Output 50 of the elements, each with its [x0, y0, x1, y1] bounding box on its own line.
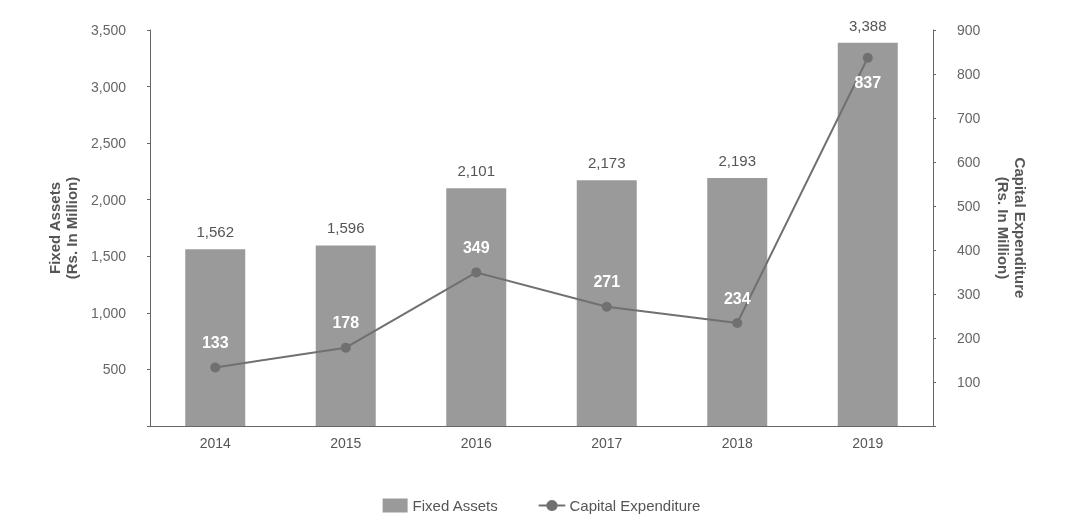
data-label: 2,173: [587, 154, 626, 172]
point: [862, 52, 873, 63]
bar: [185, 249, 246, 426]
y2-tick-label: 800: [957, 66, 981, 82]
y2-tick-label: 900: [957, 22, 981, 38]
bar: [576, 180, 637, 426]
data-label: 133: [201, 333, 229, 351]
data-label: 349: [462, 238, 490, 256]
legend-label: Capital Expenditure: [569, 497, 701, 514]
y-tick-label: 2,000: [90, 191, 127, 208]
y2-axis-title: Capital Expenditure (Rs. In Million): [995, 157, 1029, 299]
x-tick-label: 2017: [591, 435, 623, 451]
data-label: 2,101: [457, 162, 496, 180]
x-tick-label: 2019: [852, 435, 884, 451]
bar: [446, 188, 507, 426]
data-label: 178: [332, 314, 360, 332]
y-tick-label: 2,500: [90, 135, 127, 152]
data-label: 2,193: [718, 151, 757, 169]
y-tick-label: 3,500: [90, 22, 127, 38]
data-label: 1,562: [196, 223, 235, 241]
data-label: 1,596: [326, 219, 365, 237]
y2-tick-label: 600: [957, 154, 981, 170]
x-tick-label: 2018: [721, 435, 754, 451]
y2-tick-label: 100: [957, 374, 981, 390]
data-label: 837: [854, 74, 882, 92]
y-axis-title: Fixed Assets (Rs. In Million): [46, 176, 81, 280]
point: [340, 342, 351, 353]
y-tick-label: 1,500: [90, 248, 127, 265]
x-tick-label: 2016: [460, 435, 493, 451]
bar: [837, 42, 898, 426]
y2-tick-label: 300: [957, 286, 981, 302]
bar: [315, 245, 376, 426]
y2-tick-label: 500: [957, 198, 981, 214]
x-tick-label: 2014: [199, 435, 232, 451]
y2-tick-label: 400: [957, 242, 981, 258]
y2-tick-label: 200: [957, 330, 981, 346]
point: [732, 318, 743, 329]
y-tick-label: 1,000: [90, 304, 127, 321]
y-tick-label: 3,000: [90, 78, 127, 95]
bar: [707, 177, 768, 426]
data-label: 234: [723, 289, 751, 307]
legend-label: Fixed Assets: [412, 497, 498, 514]
point: [471, 267, 482, 278]
point: [210, 362, 221, 373]
y2-tick-label: 700: [957, 110, 981, 126]
data-label: 271: [593, 273, 621, 291]
point: [601, 301, 612, 312]
y-tick-label: 500: [102, 361, 127, 378]
data-label: 3,388: [848, 16, 887, 34]
x-tick-label: 2015: [330, 435, 362, 451]
